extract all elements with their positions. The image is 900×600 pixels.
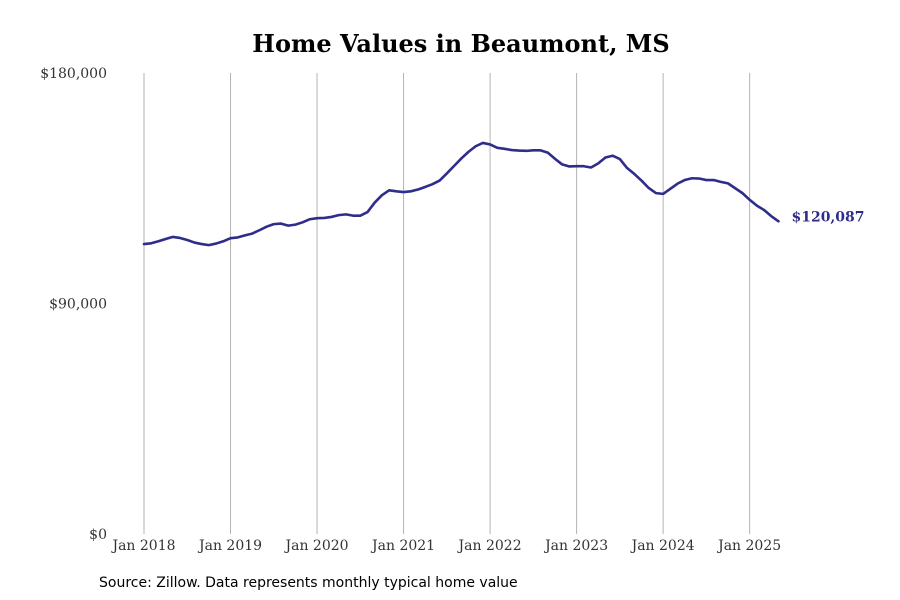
y-tick-label: $0 [89,527,107,543]
x-tick-label: Jan 2024 [630,538,695,554]
source-note: Source: Zillow. Data represents monthly … [99,575,518,591]
x-tick-label: Jan 2025 [716,538,781,554]
y-axis-ticks: $0 $90,000 $180,000 [40,66,107,543]
y-tick-label: $180,000 [40,66,107,82]
x-tick-label: Jan 2019 [197,538,262,554]
x-tick-label: Jan 2022 [457,538,522,554]
x-axis-ticks: Jan 2018 Jan 2019 Jan 2020 Jan 2021 Jan 2022… [110,538,781,554]
chart-title: Home Values in Beaumont, MS [252,29,669,58]
x-tick-label: Jan 2021 [370,538,435,554]
x-tick-label: Jan 2018 [110,538,175,554]
gridlines [143,73,751,534]
x-tick-label: Jan 2020 [284,538,349,554]
end-value-label: $120,087 [791,209,864,225]
y-tick-label: $90,000 [49,297,107,313]
x-tick-label: Jan 2023 [543,538,608,554]
series-line [142,141,780,247]
